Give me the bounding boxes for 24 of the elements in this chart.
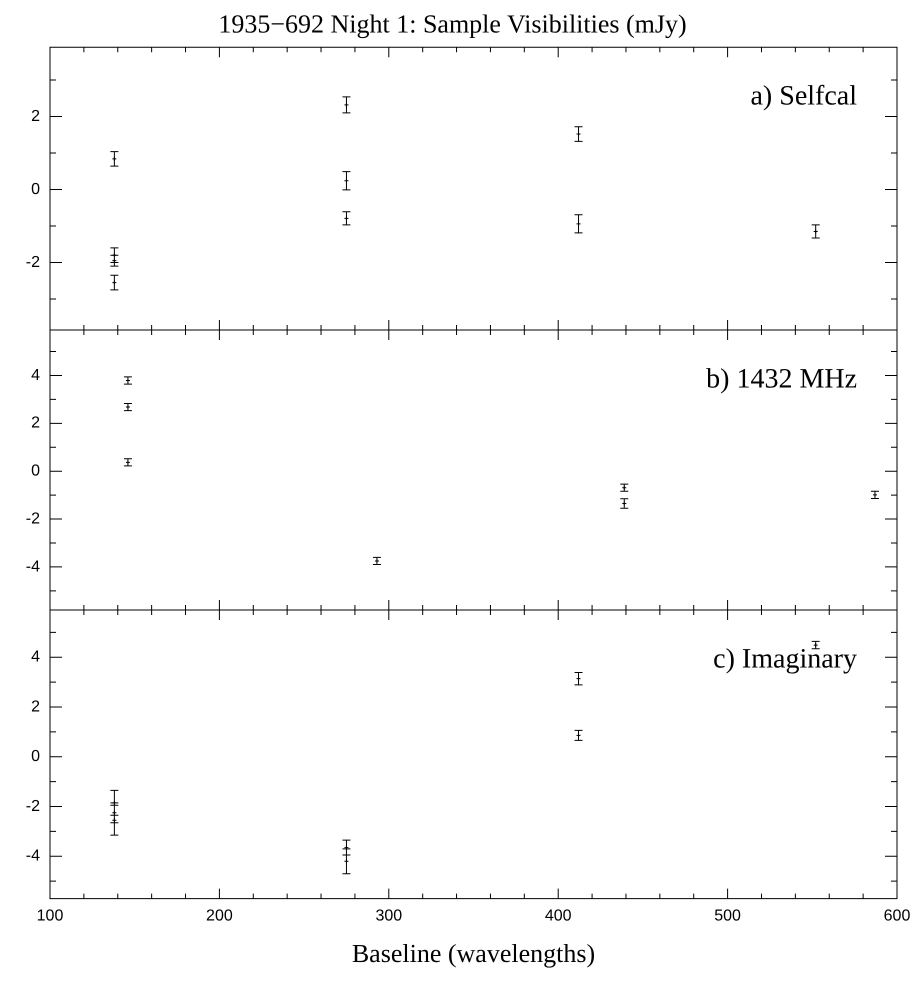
x-axis-title: Baseline (wavelengths) [352,939,596,968]
chart-title: 1935−692 Night 1: Sample Visibilities (mJy) [218,9,687,38]
y-tick-label: 0 [31,748,40,766]
y-tick-label: 4 [31,366,40,384]
annotation: a) Selfcal [750,80,858,112]
annotation: b) 1432 MHz [706,363,857,394]
x-tick-label: 400 [544,908,572,925]
y-tick-label: 2 [31,108,40,125]
y-tick-label: 0 [31,462,40,480]
y-tick-label: 4 [31,648,40,666]
x-tick-label: 300 [375,908,402,925]
y-tick-label: -2 [26,510,40,528]
x-tick-label: 500 [714,908,742,925]
y-tick-label: 2 [31,698,40,716]
y-tick-label: -2 [26,798,40,815]
y-tick-label: 2 [31,414,40,432]
x-tick-label: 200 [206,908,233,925]
y-tick-label: -2 [26,254,40,271]
annotation: c) Imaginary [713,643,857,674]
y-tick-label: -4 [26,848,40,865]
y-tick-label: -4 [26,558,40,576]
y-tick-label: 0 [31,180,40,198]
x-tick-label: 100 [36,908,64,925]
x-tick-label: 600 [884,908,910,925]
